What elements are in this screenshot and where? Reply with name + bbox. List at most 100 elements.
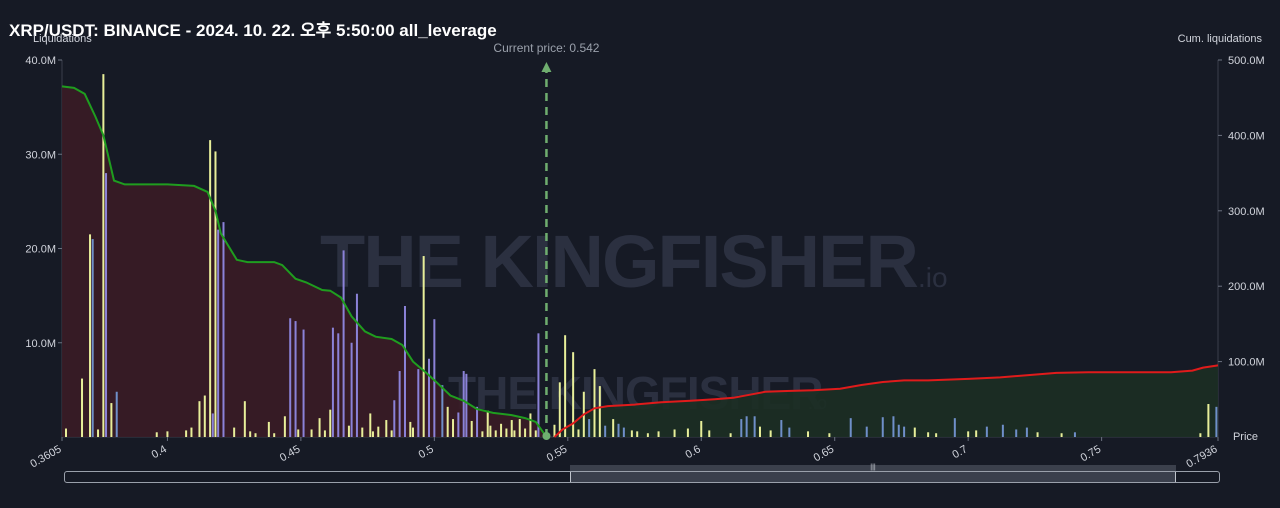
liquidation-bar xyxy=(390,430,393,437)
liquidation-bar xyxy=(369,413,372,437)
liquidation-bar xyxy=(470,420,473,437)
liquidation-bar xyxy=(385,420,388,437)
liquidation-bar xyxy=(985,426,988,437)
short-cum-line xyxy=(61,85,548,438)
liquidation-bar xyxy=(243,401,246,437)
liquidation-bar xyxy=(927,432,930,437)
liquidation-bar xyxy=(486,410,489,437)
liquidation-bar xyxy=(1036,432,1039,437)
liquidation-bar xyxy=(788,427,791,437)
liquidation-bar xyxy=(892,416,895,437)
liquidation-bar xyxy=(903,426,906,437)
liquidation-bar xyxy=(1025,427,1028,437)
liquidation-bar xyxy=(115,391,118,437)
liquidation-bar xyxy=(617,423,620,437)
range-selector-strip[interactable] xyxy=(570,465,1176,471)
liquidation-bar xyxy=(214,151,217,438)
x-axis-title: Price xyxy=(1233,431,1258,443)
liquidation-bar xyxy=(398,371,401,437)
liquidation-bar xyxy=(708,430,711,437)
liquidation-bar xyxy=(630,430,633,437)
liquidation-bar xyxy=(355,293,358,437)
liquidation-bar xyxy=(297,429,300,437)
liquidation-bar xyxy=(913,427,916,437)
current-price-label: Current price: 0.542 xyxy=(493,41,599,55)
liquidation-bar xyxy=(1073,432,1076,437)
liquidation-bar xyxy=(577,429,580,437)
liquidation-bar xyxy=(185,430,188,437)
long-cum-line xyxy=(553,364,1219,438)
liquidation-bar xyxy=(110,403,113,437)
range-grip-icon[interactable]: ||| xyxy=(870,464,876,471)
liquidation-bar xyxy=(310,429,313,437)
liquidation-bar xyxy=(881,417,884,437)
liquidation-bar xyxy=(97,429,100,437)
y2-tick-label: 300.0M xyxy=(1228,206,1265,218)
long-cum-area xyxy=(554,365,1218,437)
liquidation-bar xyxy=(428,358,431,437)
liquidation-bar xyxy=(1199,433,1202,437)
liquidation-bar xyxy=(302,329,305,437)
liquidation-bar xyxy=(331,327,334,437)
liquidation-bar xyxy=(967,431,970,437)
liquidation-bar xyxy=(636,431,639,437)
liquidation-bar xyxy=(249,431,252,437)
liquidation-bar xyxy=(267,421,270,437)
liquidation-bar xyxy=(753,416,756,437)
liquidation-bar xyxy=(646,433,649,437)
liquidation-bar xyxy=(505,428,508,437)
watermark-large-suffix: .io xyxy=(918,262,948,293)
liquidation-bar xyxy=(1015,429,1018,437)
liquidation-bar xyxy=(553,424,556,437)
liquidation-bar xyxy=(740,419,743,437)
liquidation-bar xyxy=(769,430,772,437)
liquidation-bar xyxy=(558,382,561,437)
liquidation-bar xyxy=(598,386,601,437)
y2-tick-label: 200.0M xyxy=(1228,281,1265,293)
liquidation-bar xyxy=(513,430,516,437)
x-tick-label: 0.65 xyxy=(812,443,837,464)
current-price-dot xyxy=(542,432,551,440)
liquidation-bar xyxy=(102,74,105,437)
liquidation-bar xyxy=(593,369,596,437)
liquidation-bar xyxy=(457,412,460,437)
liquidation-bar xyxy=(318,418,321,437)
liquidation-bar xyxy=(403,305,406,437)
liquidation-bar xyxy=(500,423,503,437)
liquidation-bar xyxy=(452,419,455,437)
liquidation-bar xyxy=(361,427,364,437)
range-scrollbar-thumb[interactable] xyxy=(570,472,1176,482)
liquidation-bar xyxy=(729,433,732,437)
short-cum-area xyxy=(62,86,547,437)
liquidation-bar xyxy=(371,431,374,437)
x-tick-label: 0.45 xyxy=(278,443,303,464)
y-tick-label: 20.0M xyxy=(25,244,56,256)
liquidation-bar xyxy=(294,321,297,437)
x-tick-label: 0.55 xyxy=(545,443,570,464)
left-axis-title: Liquidations xyxy=(33,33,92,45)
range-scrollbar[interactable] xyxy=(64,471,1220,483)
liquidation-bar xyxy=(588,419,591,437)
liquidation-bar xyxy=(289,318,292,437)
liquidation-bar xyxy=(342,250,345,437)
liquidation-bar xyxy=(337,333,340,437)
liquidation-bar xyxy=(350,342,353,437)
liquidation-bar xyxy=(209,140,212,438)
liquidation-bar xyxy=(155,432,158,437)
y-tick-label: 30.0M xyxy=(25,149,56,161)
liquidation-bar xyxy=(105,173,108,437)
liquidation-bar xyxy=(446,406,449,437)
y2-tick-label: 500.0M xyxy=(1228,55,1265,67)
liquidation-bar xyxy=(604,425,607,437)
liquidation-bar xyxy=(1060,433,1063,437)
liquidation-bar xyxy=(462,371,465,437)
x-tick-label: 0.7936 xyxy=(1184,443,1219,470)
right-axis-title: Cum. liquidations xyxy=(1177,33,1262,45)
liquidation-bar xyxy=(489,425,492,437)
y-tick-label: 40.0M xyxy=(25,55,56,67)
liquidation-bar xyxy=(686,428,689,437)
liquidation-bar xyxy=(564,335,567,437)
liquidation-bar xyxy=(518,419,521,437)
liquidation-bar xyxy=(91,239,94,437)
liquidation-bar xyxy=(807,431,810,437)
